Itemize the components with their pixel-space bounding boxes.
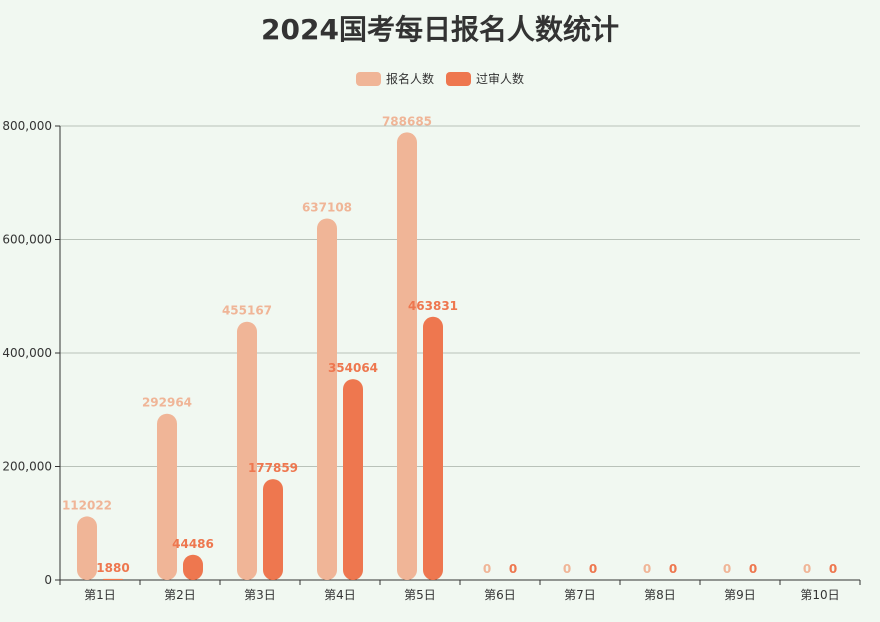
chart-title: 2024国考每日报名人数统计	[261, 13, 619, 46]
data-label-series-1-9: 0	[829, 562, 837, 576]
bar-series-0-0[interactable]	[77, 516, 97, 580]
bar-series-1-2[interactable]	[263, 479, 283, 580]
y-tick-label-1: 200,000	[2, 460, 52, 474]
x-tick-label-9: 第10日	[800, 588, 839, 602]
data-label-series-0-9: 0	[803, 562, 811, 576]
data-label-series-1-6: 0	[589, 562, 597, 576]
data-label-series-0-1: 292964	[142, 396, 192, 410]
x-tick-label-4: 第5日	[404, 588, 436, 602]
x-tick-label-6: 第7日	[564, 588, 596, 602]
x-tick-label-5: 第6日	[484, 588, 516, 602]
data-label-series-0-8: 0	[723, 562, 731, 576]
bar-series-0-3[interactable]	[317, 218, 337, 580]
legend-label-series-0: 报名人数	[385, 72, 434, 86]
legend-swatch-series-1	[446, 71, 471, 86]
data-label-series-1-2: 177859	[248, 461, 298, 475]
data-label-series-1-0: 1880	[96, 561, 129, 575]
y-tick-label-3: 600,000	[2, 233, 52, 247]
data-label-series-1-3: 354064	[328, 361, 378, 375]
bar-series-0-1[interactable]	[157, 413, 177, 580]
data-label-series-0-3: 637108	[302, 200, 352, 214]
x-tick-label-0: 第1日	[84, 588, 116, 602]
bar-series-1-3[interactable]	[343, 379, 363, 580]
y-tick-label-2: 400,000	[2, 346, 52, 360]
x-tick-label-2: 第3日	[244, 588, 276, 602]
legend-item-series-0[interactable]: 报名人数	[355, 70, 434, 87]
y-tick-label-4: 800,000	[2, 119, 52, 133]
legend: 报名人数 过审人数	[0, 70, 880, 87]
bar-series-1-4[interactable]	[423, 316, 443, 580]
data-label-series-0-4: 788685	[382, 114, 432, 128]
x-tick-label-3: 第4日	[324, 588, 356, 602]
data-label-series-0-5: 0	[483, 562, 491, 576]
legend-item-series-1[interactable]: 过审人数	[446, 70, 524, 87]
data-label-series-0-2: 455167	[222, 304, 272, 318]
data-label-series-1-1: 44486	[172, 537, 214, 551]
x-tick-label-8: 第9日	[724, 588, 756, 602]
legend-swatch-series-0	[355, 71, 381, 86]
data-label-series-1-5: 0	[509, 562, 517, 576]
x-tick-label-7: 第8日	[644, 588, 676, 602]
data-label-series-1-4: 463831	[408, 299, 458, 313]
y-tick-label-0: 0	[44, 573, 52, 587]
bar-series-0-2[interactable]	[237, 321, 257, 580]
data-label-series-1-7: 0	[669, 562, 677, 576]
bar-series-1-1[interactable]	[183, 554, 203, 580]
data-label-series-0-7: 0	[643, 562, 651, 576]
data-label-series-0-0: 112022	[62, 498, 112, 512]
bar-series-1-0[interactable]	[103, 578, 123, 580]
legend-label-series-1: 过审人数	[476, 72, 525, 86]
bar-series-0-4[interactable]	[397, 132, 417, 580]
data-label-series-0-6: 0	[563, 562, 571, 576]
x-tick-label-1: 第2日	[164, 588, 196, 602]
data-label-series-1-8: 0	[749, 562, 757, 576]
